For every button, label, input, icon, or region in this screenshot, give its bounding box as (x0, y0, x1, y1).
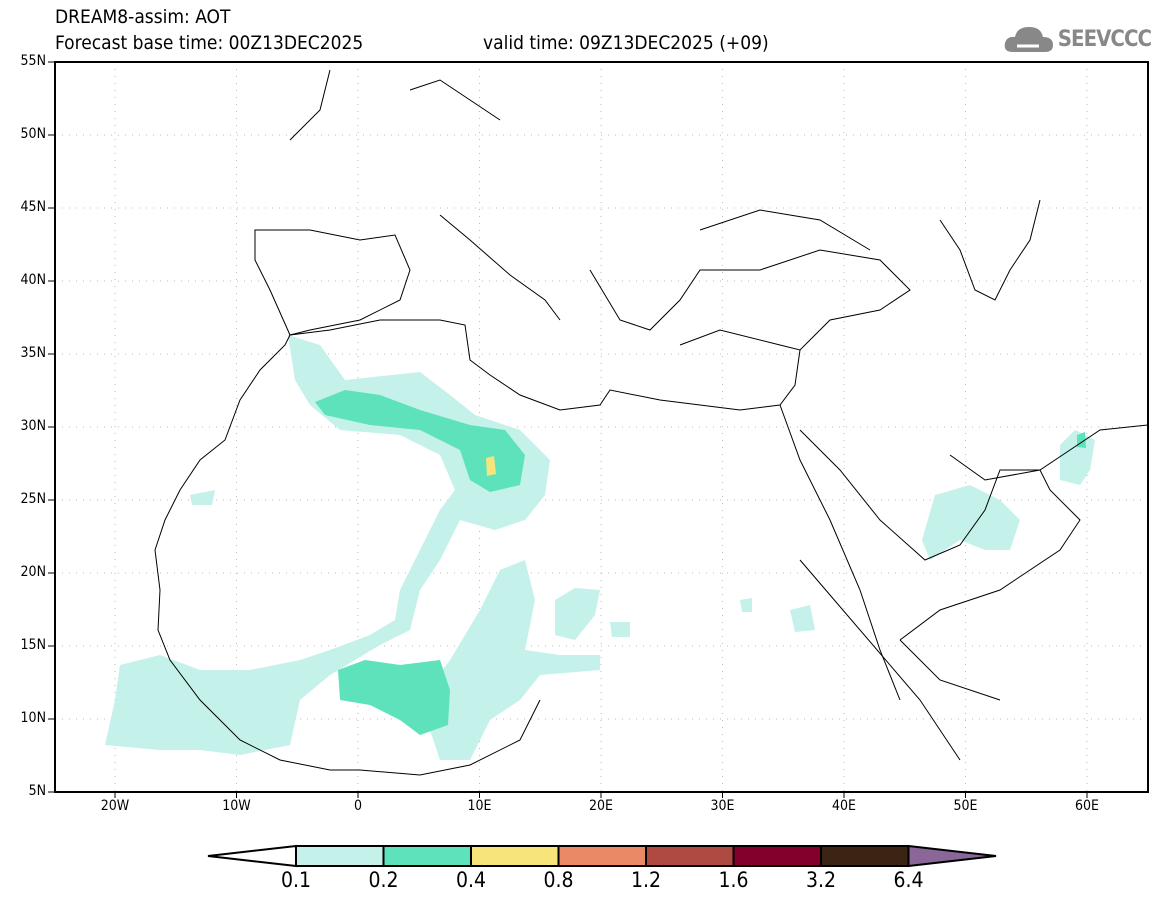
aot-region-light (190, 490, 215, 505)
colorbar-label: 6.4 (893, 868, 924, 892)
colorbar-bin (732, 845, 822, 867)
colorbar (207, 844, 997, 868)
lat-label: 5N (28, 783, 46, 799)
cloud-icon (1004, 27, 1053, 52)
seevccc-logo: SEEVCCC (1003, 24, 1152, 54)
aot-region-light (790, 605, 815, 632)
lon-label: 10E (467, 798, 492, 814)
aot-region-light (922, 485, 1020, 560)
lat-label: 55N (20, 53, 46, 69)
lat-label: 25N (20, 491, 46, 507)
lon-label: 0 (353, 798, 362, 814)
lat-label: 20N (20, 564, 46, 580)
colorbar-over-arrow (907, 844, 997, 868)
colorbar-label: 1.6 (718, 868, 749, 892)
colorbar-label: 0.4 (455, 868, 487, 892)
colorbar-bin (645, 845, 735, 867)
colorbar-bin (470, 845, 560, 867)
coastlines (154, 69, 1149, 776)
lat-label: 35N (20, 345, 46, 361)
aot-region-light (610, 622, 630, 637)
lon-label: 20W (100, 798, 130, 814)
aot-region-medium (338, 660, 450, 735)
colorbar-label: 1.2 (630, 868, 662, 892)
lat-label: 30N (20, 418, 46, 434)
lon-label: 30E (710, 798, 735, 814)
valid-time: valid time: 09Z13DEC2025 (+09) (483, 32, 769, 54)
lat-label: 45N (20, 199, 46, 215)
colorbar-label: 0.8 (543, 868, 574, 892)
lon-label: 50E (953, 798, 978, 814)
colorbar-label: 3.2 (805, 868, 837, 892)
aot-region-light (420, 560, 600, 760)
lon-label: 20E (589, 798, 613, 814)
aot-region-medium (315, 390, 525, 492)
lat-label: 40N (20, 272, 46, 288)
lat-label: 10N (20, 710, 46, 726)
lat-label: 15N (20, 637, 46, 653)
colorbar-bin (557, 845, 647, 867)
colorbar-bin (295, 845, 385, 867)
forecast-base-time: Forecast base time: 00Z13DEC2025 (55, 32, 364, 54)
lon-label: 40E (832, 798, 856, 814)
colorbar-under-arrow (207, 844, 297, 868)
colorbar-bin (382, 845, 472, 867)
colorbar-label: 0.2 (368, 868, 399, 892)
logo-text: SEEVCCC (1057, 26, 1152, 52)
lon-label: 60E (1075, 798, 1099, 814)
aot-region-light (105, 335, 550, 755)
aot-region-high (486, 456, 496, 476)
colorbar-bin (820, 845, 910, 867)
aot-region-light (555, 588, 600, 640)
map-title: DREAM8-assim: AOT (55, 6, 231, 28)
aot-region-light (740, 598, 752, 612)
lon-label: 10W (222, 798, 251, 814)
aot-field (105, 335, 1095, 760)
lat-label: 50N (20, 126, 46, 142)
colorbar-label: 0.1 (280, 868, 312, 892)
aot-region-light (1060, 430, 1095, 485)
